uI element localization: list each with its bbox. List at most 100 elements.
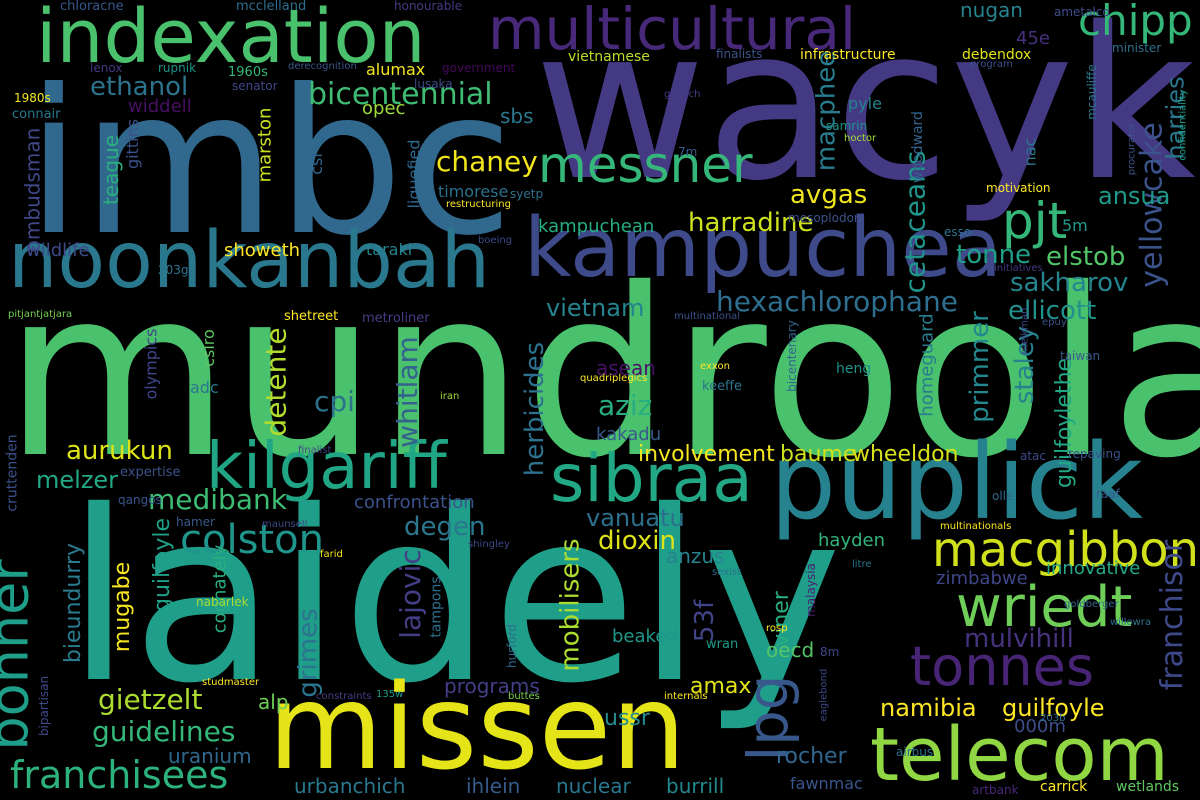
word: shingley: [468, 539, 510, 550]
word: olympics: [141, 328, 161, 400]
word: shetreet: [284, 309, 339, 324]
word: nabarlek: [196, 595, 249, 609]
word: litre: [852, 559, 872, 570]
word: csiro: [198, 329, 218, 367]
word: atac: [1020, 449, 1047, 463]
word: detente: [259, 327, 293, 437]
word: guilfoyle: [1002, 694, 1105, 722]
word: wran: [706, 637, 739, 652]
word: lusaka: [414, 77, 453, 91]
word: 000m: [1014, 716, 1066, 737]
word: imbc: [26, 47, 514, 280]
word: cpi: [314, 385, 355, 418]
word: csl: [306, 153, 326, 175]
word: bipartisan: [37, 675, 52, 737]
word: goldberger: [1064, 599, 1119, 610]
word: 8m: [820, 645, 840, 659]
word: asean: [596, 356, 656, 380]
word: ethanol: [90, 72, 189, 102]
word: repaving: [1068, 447, 1121, 461]
word: mesoplodon: [788, 211, 862, 225]
word: melkman: [1019, 307, 1031, 355]
word: eaglebond: [818, 668, 830, 722]
word: tonnes: [910, 635, 1095, 698]
word: chloracne: [60, 0, 124, 14]
word: multicultural: [488, 0, 856, 63]
word: confidentiality: [1177, 89, 1189, 161]
word: missen: [268, 658, 687, 796]
word: sakharov: [1010, 268, 1129, 298]
word: vietnam: [546, 294, 645, 322]
word: farid: [320, 549, 343, 560]
word: woodward: [909, 111, 926, 183]
word: expertise: [120, 465, 181, 480]
word: kakadu: [596, 424, 662, 445]
word: debendox: [962, 47, 1032, 63]
word: buttes: [508, 691, 540, 702]
word: derecognition: [288, 61, 357, 72]
word: wacyk: [534, 0, 1196, 227]
word: ombudsman: [20, 127, 45, 253]
word: motivation: [986, 181, 1051, 195]
word: restructuring: [446, 199, 511, 210]
word: urbanchich: [294, 774, 406, 798]
word: 45e: [1016, 28, 1050, 49]
word: raaf: [1096, 487, 1120, 501]
word: alumax: [366, 60, 426, 79]
word: tampons: [428, 576, 445, 638]
word: whitlam: [390, 336, 424, 448]
word: fawnmac: [790, 774, 863, 793]
word: burrill: [666, 774, 725, 798]
word: ellicott: [1008, 296, 1097, 326]
word: ussr: [604, 706, 650, 731]
word: carrick: [1040, 779, 1088, 795]
word: nuclear: [556, 774, 631, 798]
word: pitjantjatjara: [8, 309, 73, 320]
word: confrontation: [354, 492, 475, 513]
word: willowra: [1110, 617, 1152, 628]
word: senator: [232, 79, 278, 93]
word: samrin: [826, 119, 868, 133]
word: malaysia: [803, 563, 818, 617]
word: bonner: [0, 559, 41, 751]
word: qangos: [118, 493, 162, 507]
word: mobilisers: [555, 538, 586, 672]
word: iran: [440, 391, 460, 402]
word: sexist: [712, 567, 742, 578]
word: laidely: [66, 460, 842, 735]
word: medibank: [148, 483, 287, 516]
word: franchisor: [1155, 539, 1191, 691]
word: herbicides: [520, 341, 551, 477]
word: lajovic: [393, 549, 427, 639]
word: honourable: [394, 0, 463, 13]
word: 203g: [158, 263, 189, 277]
word: mulvihill: [964, 624, 1074, 654]
word: mugabe: [110, 561, 136, 653]
word: rocher: [776, 744, 847, 769]
word: esso: [944, 225, 972, 239]
word: zimbabwe: [936, 568, 1028, 589]
word: government: [442, 61, 516, 75]
word: macgibbon: [932, 522, 1200, 578]
word: procurator: [1126, 122, 1138, 176]
word: hoctor: [844, 133, 877, 144]
word: initiatives: [994, 263, 1043, 274]
word: marston: [254, 107, 276, 183]
word: grimes: [293, 608, 324, 698]
word: taraki: [366, 240, 413, 259]
word: 53f: [690, 599, 721, 643]
word: hamer: [176, 515, 215, 529]
word: syetp: [510, 187, 544, 201]
word: giersch: [664, 89, 701, 100]
word: lenox: [90, 61, 123, 75]
word: taiwan: [1060, 349, 1101, 363]
word: exxon: [700, 361, 730, 372]
word: wriedt: [956, 575, 1133, 640]
word: quadriplegics: [580, 373, 648, 384]
word: hurford: [505, 623, 520, 669]
word: mcauliffe: [1084, 64, 1099, 120]
word: cruttenden: [4, 434, 21, 512]
word: telecom: [870, 712, 1169, 798]
word: nac: [1020, 137, 1040, 167]
word: multinational: [674, 311, 741, 322]
